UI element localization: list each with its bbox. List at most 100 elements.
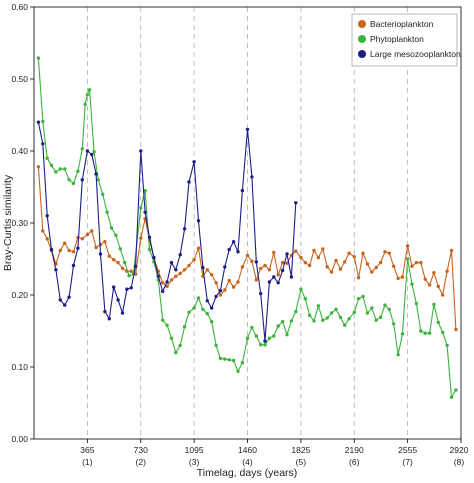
y-axis-title: Bray-Curtis similarity bbox=[2, 174, 14, 271]
data-point bbox=[223, 265, 227, 269]
data-point bbox=[325, 265, 329, 269]
data-point bbox=[338, 267, 343, 271]
data-point bbox=[98, 252, 103, 256]
data-point bbox=[285, 332, 289, 337]
data-point bbox=[187, 180, 191, 184]
data-point bbox=[263, 343, 267, 347]
data-point bbox=[223, 288, 227, 292]
data-point bbox=[85, 149, 90, 153]
data-point bbox=[107, 317, 112, 321]
data-point bbox=[210, 273, 214, 277]
data-point bbox=[80, 147, 85, 151]
data-point bbox=[392, 264, 396, 268]
data-point bbox=[90, 229, 94, 233]
x-tick-label: 1825 bbox=[291, 445, 310, 455]
data-point bbox=[143, 188, 147, 193]
data-point bbox=[250, 325, 254, 330]
data-point bbox=[231, 240, 236, 244]
data-point bbox=[227, 358, 231, 362]
x-tick-sublabel: (2) bbox=[136, 457, 147, 467]
legend-box bbox=[351, 13, 458, 67]
data-point bbox=[361, 294, 365, 299]
data-point bbox=[303, 296, 307, 301]
data-point bbox=[299, 255, 303, 260]
data-point bbox=[289, 319, 294, 323]
y-tick-label: 0.10 bbox=[11, 362, 28, 372]
legend-label-large-mesozooplankton: Large mesozooplankton bbox=[370, 49, 461, 59]
x-tick-label: 365 bbox=[80, 445, 94, 455]
data-point bbox=[85, 232, 90, 237]
data-point bbox=[192, 160, 196, 164]
data-point bbox=[218, 293, 223, 297]
data-point bbox=[285, 252, 289, 256]
data-point bbox=[370, 270, 374, 274]
data-point bbox=[240, 265, 245, 269]
data-point bbox=[427, 331, 432, 335]
data-point bbox=[178, 253, 182, 257]
data-point bbox=[62, 303, 67, 307]
data-point bbox=[240, 188, 245, 193]
data-point bbox=[259, 266, 263, 271]
data-point bbox=[178, 271, 182, 276]
data-point bbox=[423, 277, 427, 281]
data-point bbox=[36, 165, 41, 169]
data-point bbox=[365, 262, 370, 266]
data-point bbox=[276, 324, 280, 328]
data-point bbox=[80, 178, 85, 182]
data-point bbox=[254, 260, 258, 264]
data-point bbox=[338, 315, 343, 319]
data-point bbox=[192, 258, 196, 262]
data-point bbox=[187, 263, 191, 268]
data-point bbox=[441, 330, 445, 335]
data-point bbox=[307, 313, 312, 317]
data-point bbox=[71, 250, 76, 254]
x-tick-label: 1460 bbox=[238, 445, 257, 455]
data-point bbox=[427, 283, 432, 287]
data-point bbox=[405, 257, 410, 261]
data-point bbox=[280, 319, 285, 324]
data-point bbox=[387, 251, 391, 255]
data-point bbox=[114, 233, 118, 237]
data-point bbox=[214, 281, 218, 285]
data-point bbox=[80, 237, 85, 241]
data-point bbox=[147, 235, 152, 240]
data-point bbox=[294, 249, 298, 253]
x-tick-label: 2920 bbox=[450, 445, 469, 455]
data-point bbox=[54, 268, 58, 272]
legend-label-phytoplankton: Phytoplankton bbox=[370, 34, 424, 44]
data-point bbox=[169, 278, 174, 282]
data-point bbox=[259, 343, 263, 347]
data-point bbox=[87, 88, 92, 92]
data-point bbox=[374, 318, 378, 322]
data-point bbox=[365, 311, 370, 315]
data-point bbox=[289, 275, 294, 279]
x-axis-title: Timelag, days (years) bbox=[197, 467, 298, 479]
data-point bbox=[139, 206, 143, 210]
data-point bbox=[182, 268, 187, 272]
data-point bbox=[205, 268, 209, 272]
data-point bbox=[120, 311, 125, 315]
data-point bbox=[436, 320, 440, 325]
data-point bbox=[67, 248, 71, 253]
data-point bbox=[210, 319, 214, 324]
data-point bbox=[103, 240, 107, 244]
data-point bbox=[196, 246, 201, 250]
data-point bbox=[58, 167, 62, 171]
data-point bbox=[67, 295, 71, 299]
data-point bbox=[109, 226, 114, 230]
data-point bbox=[92, 150, 96, 154]
data-point bbox=[299, 287, 303, 291]
data-point bbox=[236, 250, 240, 254]
y-axis: 0.00 0.10 0.20 0.30 0.40 0.50 0.60 bbox=[11, 2, 34, 444]
data-point bbox=[71, 181, 76, 186]
data-point bbox=[112, 285, 116, 289]
data-point bbox=[432, 302, 436, 307]
data-point bbox=[174, 268, 178, 272]
data-point bbox=[449, 395, 454, 399]
data-point bbox=[423, 331, 427, 335]
data-point bbox=[347, 251, 351, 255]
data-point bbox=[267, 268, 272, 272]
x-tick-label: 1095 bbox=[185, 445, 204, 455]
data-point bbox=[285, 261, 289, 265]
data-point bbox=[165, 323, 169, 327]
